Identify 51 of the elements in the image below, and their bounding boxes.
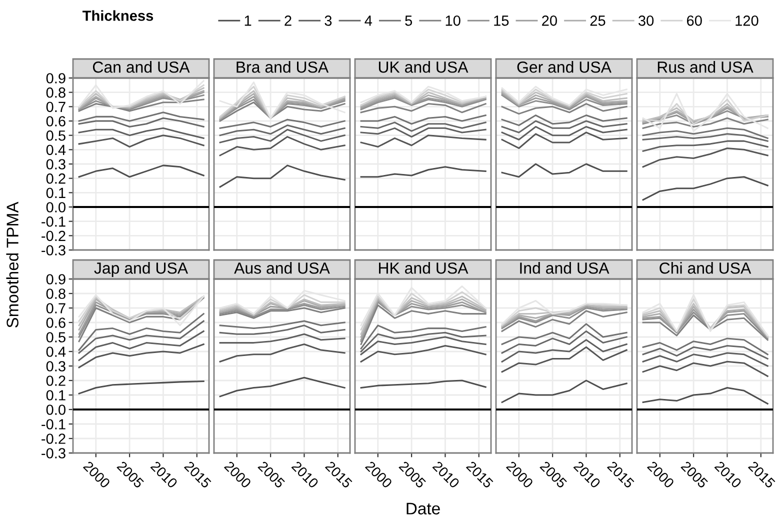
legend-label: 20 bbox=[542, 16, 557, 26]
legend-label: 10 bbox=[446, 16, 460, 26]
legend-label: 2 bbox=[284, 16, 292, 26]
y-tick-label: 0.5 bbox=[46, 130, 66, 141]
x-axis-title: Date bbox=[406, 502, 440, 514]
y-tick-label: -0.3 bbox=[42, 448, 66, 458]
chart-title: Ger and USA bbox=[517, 61, 612, 73]
chart-title: Can and USA bbox=[92, 61, 190, 73]
chart-title: Ind and USA bbox=[520, 262, 610, 274]
legend-label: 120 bbox=[736, 16, 758, 26]
chart-title: HK and USA bbox=[379, 262, 468, 274]
legend-label: 60 bbox=[686, 16, 702, 26]
y-tick-label: 0.2 bbox=[46, 376, 66, 386]
legend-label: 30 bbox=[638, 16, 654, 26]
y-tick-label: -0.1 bbox=[42, 419, 66, 430]
chart-title: Aus and USA bbox=[234, 262, 330, 274]
y-tick-label: 0.8 bbox=[46, 288, 66, 299]
y-tick-label: 0.4 bbox=[46, 346, 66, 357]
y-tick-label: 0.8 bbox=[46, 87, 66, 98]
y-tick-label: 0.6 bbox=[46, 318, 66, 328]
chart-title: Jap and USA bbox=[94, 262, 188, 277]
y-axis-title: Smoothed TPMA bbox=[6, 202, 18, 328]
y-tick-label: 0.5 bbox=[46, 332, 66, 342]
legend-label: 5 bbox=[405, 16, 412, 26]
y-tick-label: 0.2 bbox=[46, 173, 66, 184]
y-tick-label: 0.0 bbox=[46, 202, 66, 212]
y-tick-label: 0.7 bbox=[46, 102, 66, 112]
y-tick-label: -0.2 bbox=[42, 434, 66, 444]
y-tick-label: 0.9 bbox=[46, 274, 66, 284]
chart-title: Chi and USA bbox=[660, 262, 752, 274]
y-tick-label: 0.1 bbox=[46, 390, 66, 400]
y-tick-label: 0.9 bbox=[46, 73, 66, 84]
y-tick-label: -0.2 bbox=[42, 230, 66, 242]
chart-title: UK and USA bbox=[378, 61, 468, 73]
y-tick-label: 0.3 bbox=[46, 159, 66, 170]
y-tick-label: 0.3 bbox=[46, 361, 66, 372]
y-tick-label: 0.6 bbox=[46, 116, 66, 126]
chart-title: Bra and USA bbox=[236, 61, 329, 73]
legend-label: 15 bbox=[494, 16, 509, 26]
y-tick-label: 0.1 bbox=[46, 188, 66, 198]
y-tick-label: -0.3 bbox=[42, 245, 66, 256]
legend-label: 25 bbox=[590, 16, 606, 26]
chart-title: Rus and USA bbox=[658, 61, 754, 73]
legend-title: Thickness bbox=[82, 10, 154, 21]
legend-label: 4 bbox=[364, 16, 372, 26]
y-tick-label: -0.1 bbox=[42, 216, 66, 227]
legend-label: 3 bbox=[324, 16, 332, 26]
y-tick-label: 0.0 bbox=[46, 404, 66, 415]
y-tick-label: 0.7 bbox=[46, 303, 66, 314]
y-tick-label: 0.4 bbox=[46, 144, 66, 156]
legend-label: 1 bbox=[244, 16, 252, 26]
